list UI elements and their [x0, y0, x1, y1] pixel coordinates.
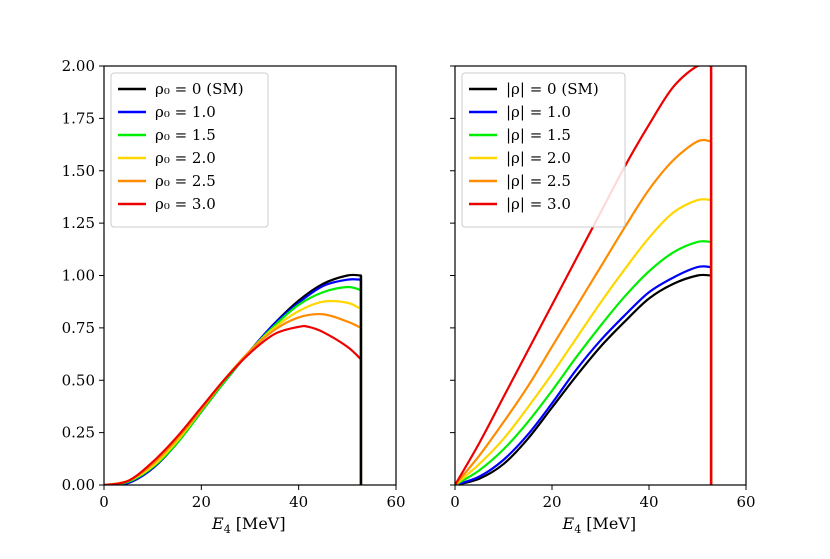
y-tick-label: 2.00: [62, 57, 95, 75]
y-tick-label: 1.00: [62, 267, 95, 285]
legend-label: |ρ| = 1.0: [506, 103, 571, 121]
legend-label: ρ₀ = 3.0: [155, 195, 216, 213]
x-tick-label: 0: [99, 493, 109, 511]
x-axis-label-var: E: [562, 514, 575, 533]
x-tick-label: 60: [736, 493, 755, 511]
y-tick-label: 0.75: [62, 319, 95, 337]
legend-label: |ρ| = 2.0: [506, 149, 571, 167]
series-line-0: [455, 273, 713, 485]
legend-label: ρ₀ = 2.5: [155, 172, 216, 190]
series-line-5: [455, 66, 713, 485]
series-line-5: [104, 324, 363, 485]
series-line-4: [455, 138, 713, 485]
chart-panel-left: 0 20 40 60 0.00 0.25 0.50 0.75 1.00 1.25 1.50 1.75 2…: [62, 57, 406, 536]
x-axis-label-var: E: [211, 514, 224, 533]
series-line-4: [104, 312, 363, 485]
legend-label: |ρ| = 2.5: [506, 172, 571, 190]
legend-label: ρ₀ = 1.0: [155, 103, 216, 121]
plot-area: [455, 66, 713, 485]
legend-label: |ρ| = 3.0: [506, 195, 571, 213]
x-axis-label-sub: 4: [574, 523, 581, 536]
series-line-0: [104, 273, 363, 485]
plot-area: [104, 273, 363, 485]
axes-frame: [103, 65, 397, 486]
x-axis-label-unit: [MeV]: [586, 514, 636, 533]
legend-label: ρ₀ = 0 (SM): [155, 80, 244, 98]
x-tick-label: 40: [289, 493, 308, 511]
series-line-3: [455, 198, 713, 485]
x-tick-label: 20: [542, 493, 561, 511]
series-line-1: [455, 265, 713, 485]
series-line-3: [104, 299, 363, 485]
series-line-2: [455, 240, 713, 485]
y-tick-label: 1.75: [62, 109, 95, 127]
x-axis-label-sub: 4: [224, 523, 231, 536]
x-tick-label: 40: [639, 493, 658, 511]
y-tick-label: 1.50: [62, 162, 95, 180]
legend-label: |ρ| = 0 (SM): [506, 80, 599, 98]
x-tick-label: 60: [386, 493, 405, 511]
y-tick-label: 1.25: [62, 214, 95, 232]
legend-label: ρ₀ = 1.5: [155, 126, 216, 144]
x-axis-label-unit: [MeV]: [236, 514, 286, 533]
legend: ρ₀ = 0 (SM) ρ₀ = 1.0 ρ₀ = 1.5 ρ₀ = 2.0 ρ₀ = …: [110, 72, 269, 228]
x-axis-label: E4 [MeV]: [211, 514, 286, 536]
x-tick-label: 0: [450, 493, 460, 511]
y-tick-label: 0.25: [62, 424, 95, 442]
legend-label: |ρ| = 1.5: [506, 126, 571, 144]
y-tick-label: 0.50: [62, 371, 95, 389]
legend-label: ρ₀ = 2.0: [155, 149, 216, 167]
axes-frame: [454, 65, 747, 486]
series-line-1: [104, 278, 363, 485]
x-tick-label: 20: [192, 493, 211, 511]
legend-box: [461, 72, 626, 228]
series-line-2: [104, 285, 363, 485]
x-axis-label: E4 [MeV]: [562, 514, 637, 536]
legend: |ρ| = 0 (SM) |ρ| = 1.0 |ρ| = 1.5 |ρ| = 2.0 |…: [461, 72, 626, 228]
legend-box: [110, 72, 269, 228]
y-tick-label: 0.00: [62, 476, 95, 494]
